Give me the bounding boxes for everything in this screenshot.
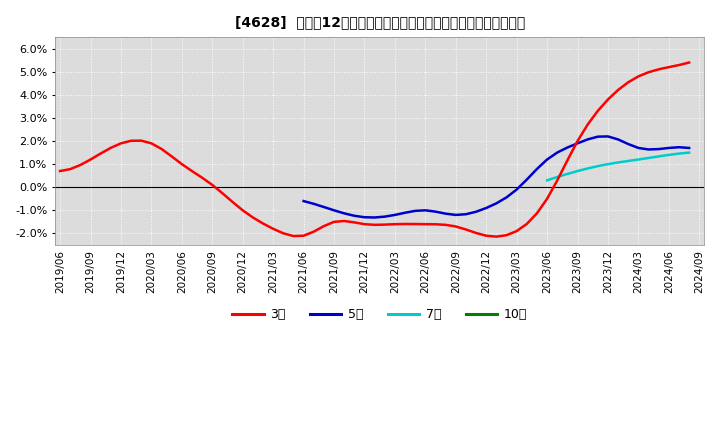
Legend: 3年, 5年, 7年, 10年: 3年, 5年, 7年, 10年 <box>228 303 532 326</box>
5年 <box>370 215 379 220</box>
5年 <box>685 145 693 150</box>
3年 <box>685 60 693 65</box>
3年 <box>502 233 510 238</box>
Title: [4628]  売上高12か月移動合計の対前年同期増減率の平均値の推移: [4628] 売上高12か月移動合計の対前年同期増減率の平均値の推移 <box>235 15 525 29</box>
5年 <box>350 213 359 218</box>
Line: 5年: 5年 <box>304 136 689 217</box>
3年 <box>370 222 379 227</box>
Line: 7年: 7年 <box>547 153 689 180</box>
3年 <box>228 199 237 205</box>
7年 <box>675 151 683 156</box>
3年 <box>248 215 257 220</box>
3年 <box>675 62 683 68</box>
7年 <box>685 150 693 155</box>
3年 <box>55 169 64 174</box>
5年 <box>492 201 500 206</box>
3年 <box>492 234 500 239</box>
Line: 3年: 3年 <box>60 62 689 237</box>
5年 <box>675 145 683 150</box>
3年 <box>350 220 359 225</box>
